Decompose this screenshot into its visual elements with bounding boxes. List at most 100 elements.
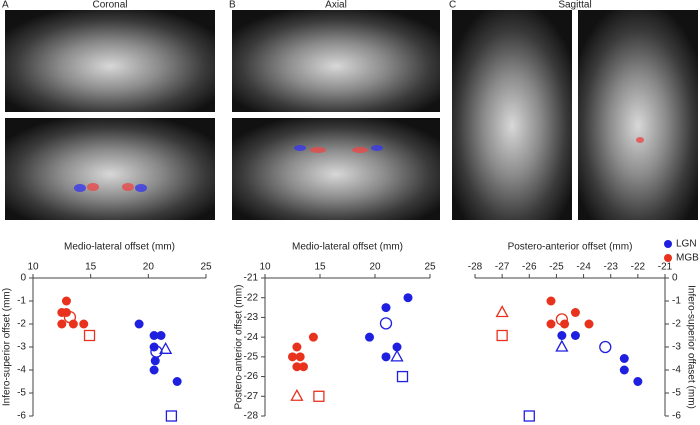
axial-image xyxy=(232,10,440,112)
point-square xyxy=(83,329,96,342)
point xyxy=(403,293,413,303)
y-tick-label: -28 xyxy=(244,411,259,422)
y-tick-label: -2 xyxy=(672,319,681,330)
point-open xyxy=(63,310,77,324)
y-tick-label: 0 xyxy=(20,273,26,284)
x-tick-label: 10 xyxy=(259,262,271,273)
y-tick-label: -6 xyxy=(17,411,26,422)
point xyxy=(584,319,594,329)
point xyxy=(381,352,391,362)
y-tick-label: -4 xyxy=(17,365,26,376)
point xyxy=(150,356,160,366)
y-tick-label: -2 xyxy=(17,319,26,330)
point xyxy=(633,377,643,386)
point xyxy=(68,319,78,329)
point-square xyxy=(496,329,508,342)
legend-marker xyxy=(664,240,672,248)
x-tick-label: -21 xyxy=(658,262,673,273)
x-tick-label: 20 xyxy=(369,262,381,273)
y-axis-label: Infero-superior offset (mm) xyxy=(2,288,13,406)
point-open xyxy=(379,317,393,330)
x-axis-label: Medio-lateral offset (mm) xyxy=(292,242,403,253)
point-open xyxy=(150,345,163,358)
point xyxy=(365,332,374,342)
panel-label: C xyxy=(449,0,456,11)
point-triangle xyxy=(555,339,569,352)
x-tick-label: -22 xyxy=(631,262,646,273)
point xyxy=(149,365,159,375)
point xyxy=(61,296,71,306)
point-square xyxy=(396,370,409,383)
x-axis-label: Postero-anterior offset (mm) xyxy=(508,242,633,253)
y-tick-label: 0 xyxy=(672,273,678,284)
y-tick-label: -26 xyxy=(244,371,259,382)
point xyxy=(295,352,305,362)
y-tick-label: -27 xyxy=(244,391,259,402)
y-tick-label: -1 xyxy=(17,296,26,307)
y-tick-label: -21 xyxy=(244,273,259,284)
point xyxy=(308,332,318,342)
y-tick-label: -5 xyxy=(17,388,26,399)
point xyxy=(134,319,144,329)
y-tick-label: -1 xyxy=(672,296,681,307)
point xyxy=(546,319,556,329)
y-axis-label: Infero-superior offaset (mm) xyxy=(685,285,696,409)
x-tick-label: -26 xyxy=(522,262,537,273)
sagittal-image xyxy=(452,10,572,220)
point-open xyxy=(555,313,569,326)
y-tick-label: -5 xyxy=(672,388,681,399)
point xyxy=(156,331,166,340)
x-tick-label: -24 xyxy=(576,262,591,273)
point xyxy=(57,319,67,329)
axial-image-overlay xyxy=(232,118,440,220)
point xyxy=(619,354,629,363)
x-tick-label: -23 xyxy=(603,262,618,273)
point xyxy=(381,303,391,313)
point-square xyxy=(313,390,325,402)
x-tick-label: -28 xyxy=(468,262,483,273)
point xyxy=(392,342,402,352)
y-tick-label: -3 xyxy=(17,342,26,353)
legend-label: MGB xyxy=(676,253,699,264)
point-triangle xyxy=(390,349,404,362)
x-tick-label: -27 xyxy=(495,262,510,273)
coronal-image-overlay xyxy=(5,118,215,220)
x-tick-label: 15 xyxy=(85,262,97,273)
x-tick-label: 10 xyxy=(27,262,39,273)
panel-label: B xyxy=(229,0,236,11)
coronal-image xyxy=(5,10,215,112)
y-tick-label: -4 xyxy=(672,365,681,376)
panel-title: Coronal xyxy=(92,0,127,11)
y-tick-label: -3 xyxy=(672,342,681,353)
point xyxy=(570,331,580,340)
point xyxy=(288,352,297,362)
point-triangle xyxy=(290,388,304,401)
x-tick-label: 15 xyxy=(314,262,326,273)
panel-title: Axial xyxy=(325,0,347,11)
point xyxy=(299,362,308,372)
point xyxy=(546,296,556,306)
x-tick-label: 20 xyxy=(143,262,155,273)
point xyxy=(79,319,89,329)
legend-marker xyxy=(664,254,672,262)
panel-label: A xyxy=(2,0,9,11)
point xyxy=(570,308,580,317)
y-axis-label: Postero-anterior offset (mm) xyxy=(234,285,245,410)
x-axis-label: Medio-lateral offset (mm) xyxy=(64,242,175,253)
y-tick-label: -6 xyxy=(672,411,681,422)
y-tick-label: -24 xyxy=(244,332,259,343)
point xyxy=(619,365,629,375)
point-square xyxy=(523,410,535,422)
x-tick-label: 25 xyxy=(200,262,212,273)
x-tick-label: 25 xyxy=(424,262,436,273)
legend-label: LGN xyxy=(676,239,697,250)
mri-images xyxy=(5,10,698,220)
point xyxy=(292,362,302,372)
point xyxy=(172,377,182,386)
point-triangle xyxy=(495,305,509,318)
point-open xyxy=(599,340,612,354)
y-tick-label: -22 xyxy=(244,292,259,303)
y-tick-label: -25 xyxy=(244,351,259,362)
sagittal-image-overlay xyxy=(578,10,698,220)
